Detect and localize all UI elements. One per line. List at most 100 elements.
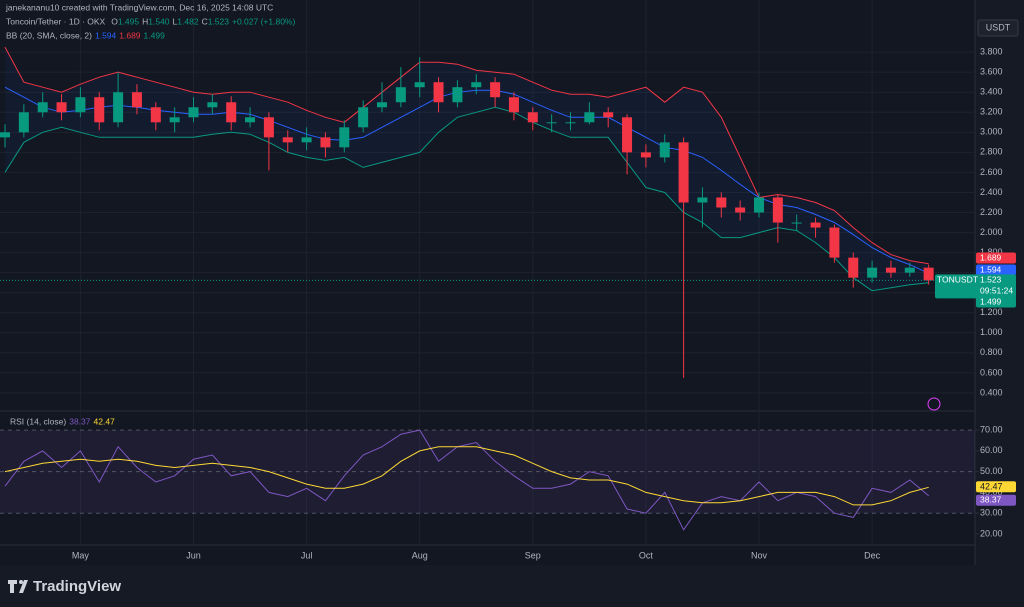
candle-body bbox=[527, 112, 538, 123]
rsi-label: RSI (14, close) bbox=[10, 416, 66, 426]
x-tick-label: Dec bbox=[864, 550, 881, 560]
y-tick-label: 3.000 bbox=[980, 127, 1003, 137]
rsi-badge-value: 38.37 bbox=[980, 495, 1002, 505]
x-tick-label: Oct bbox=[639, 550, 654, 560]
logo-dot bbox=[19, 580, 23, 584]
rsi-ma bbox=[4, 446, 929, 506]
candle-body bbox=[94, 97, 105, 123]
ohlc-value: 1.495 bbox=[118, 16, 140, 26]
alert-icon bbox=[927, 397, 941, 411]
bb-label: BB (20, SMA, close, 2) bbox=[6, 30, 92, 40]
ohlc-key: C bbox=[202, 16, 208, 26]
candle-body bbox=[207, 102, 218, 108]
bb-value: 1.499 bbox=[144, 30, 166, 40]
symbol-badge: TONUSDT bbox=[937, 275, 978, 285]
candle-body bbox=[508, 97, 519, 113]
y-tick-label: 3.800 bbox=[980, 47, 1003, 57]
rsi-badge bbox=[976, 481, 1016, 493]
candle-body bbox=[113, 92, 124, 123]
y-tick-label: 3.200 bbox=[980, 107, 1003, 117]
rsi-tick-label: 50.00 bbox=[980, 466, 1003, 476]
x-tick-label: Nov bbox=[751, 550, 768, 560]
candle-body bbox=[150, 107, 161, 123]
plot-layer bbox=[0, 0, 979, 545]
rsi-value: 38.37 bbox=[69, 416, 91, 426]
candle-body bbox=[75, 97, 86, 113]
price-badge bbox=[976, 296, 1016, 308]
candle-body bbox=[678, 142, 689, 203]
candle-body bbox=[848, 257, 859, 278]
candle-body bbox=[490, 82, 501, 98]
badge-value: 1.689 bbox=[980, 252, 1002, 262]
ohlc-key: H bbox=[142, 16, 148, 26]
currency-box bbox=[977, 19, 1019, 37]
candle-body bbox=[169, 117, 180, 123]
footer-logo: TradingView bbox=[8, 578, 121, 595]
bb-value: 1.594 bbox=[95, 30, 117, 40]
candle-body bbox=[772, 197, 783, 223]
ohlc-key: L bbox=[173, 16, 178, 26]
price-badge bbox=[935, 274, 1016, 299]
candle-body bbox=[697, 197, 708, 203]
candle-body bbox=[471, 82, 482, 88]
y-tick-label: 3.600 bbox=[980, 67, 1003, 77]
x-tick-label: Jul bbox=[301, 550, 313, 560]
rsi-value: 42.47 bbox=[94, 416, 116, 426]
rsi-badge-value: 42.47 bbox=[980, 482, 1003, 492]
rsi-badge bbox=[976, 494, 1016, 506]
candle-body bbox=[188, 107, 199, 118]
ohlc-value: 1.540 bbox=[148, 16, 170, 26]
price-badge bbox=[976, 252, 1016, 264]
plot-background bbox=[0, 0, 975, 565]
y-tick-label: 1.800 bbox=[980, 247, 1003, 257]
y-tick-label: 1.200 bbox=[980, 307, 1003, 317]
x-tick-label: Jun bbox=[186, 550, 201, 560]
badge-value: 1.594 bbox=[980, 264, 1002, 274]
candle-body bbox=[18, 112, 29, 133]
y-tick-label: 0.400 bbox=[980, 387, 1003, 397]
x-tick-label: Sep bbox=[525, 550, 541, 560]
candle-body bbox=[301, 137, 312, 143]
candle-body bbox=[754, 197, 764, 213]
candle-body bbox=[414, 82, 425, 88]
y-tick-label: 0.800 bbox=[980, 347, 1003, 357]
countdown: 09:51:24 bbox=[980, 286, 1013, 296]
candle-body bbox=[829, 227, 840, 258]
y-tick-label: 2.600 bbox=[980, 167, 1003, 177]
bb-value: 1.689 bbox=[119, 30, 141, 40]
y-tick-label: 3.400 bbox=[980, 87, 1003, 97]
candle-body bbox=[904, 267, 915, 273]
candle-body bbox=[622, 117, 633, 153]
candle-body bbox=[37, 102, 48, 113]
candle-body bbox=[358, 107, 369, 128]
candle-body bbox=[640, 152, 651, 158]
candle-body bbox=[659, 142, 670, 158]
candle-body bbox=[320, 137, 331, 148]
y-tick-label: 2.400 bbox=[980, 187, 1003, 197]
candle-body bbox=[735, 207, 746, 213]
y-tick-label: 0.600 bbox=[980, 367, 1003, 377]
candle-body bbox=[0, 132, 10, 138]
author-line: janekananu10 created with TradingView.co… bbox=[5, 2, 273, 12]
candle-body bbox=[791, 222, 802, 224]
rsi-tick-label: 60.00 bbox=[980, 445, 1003, 455]
x-tick-label: Aug bbox=[412, 550, 428, 560]
y-tick-label: 2.000 bbox=[980, 227, 1003, 237]
badge-value: 1.523 bbox=[980, 275, 1002, 285]
candle-body bbox=[810, 222, 821, 228]
candle-body bbox=[546, 122, 557, 124]
candle-body bbox=[282, 137, 293, 143]
candle-body bbox=[584, 112, 595, 123]
candle-body bbox=[867, 267, 878, 278]
logo-mark bbox=[8, 580, 28, 593]
candle-body bbox=[885, 267, 896, 273]
candle-body bbox=[377, 102, 387, 108]
candle-body bbox=[452, 87, 463, 103]
candle-body bbox=[339, 127, 350, 148]
bb-upper bbox=[4, 46, 929, 265]
candle-body bbox=[603, 112, 614, 118]
candle-body bbox=[716, 197, 727, 208]
y-tick-label: 2.800 bbox=[980, 147, 1003, 157]
